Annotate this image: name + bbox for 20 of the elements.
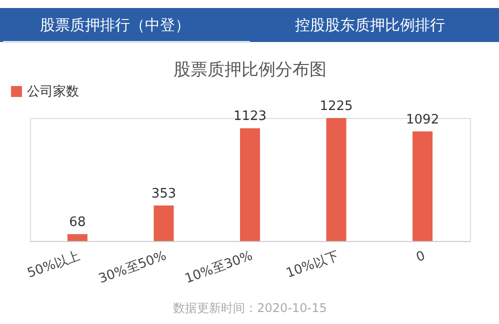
- chart-title: 股票质押比例分布图: [174, 60, 326, 80]
- text: 控股股东质押比例排行: [295, 16, 445, 34]
- x-tick-label: 50%以上: [26, 248, 82, 282]
- data-label: 1123: [233, 109, 267, 124]
- data-label: 1092: [406, 112, 440, 128]
- x-tick-label: 10%至30%: [183, 248, 255, 287]
- text: 股票质押排行（中登）: [40, 16, 190, 34]
- bar: [67, 234, 88, 241]
- bar: [154, 206, 174, 241]
- bar: [412, 131, 433, 241]
- x-tick-label: 10%以下: [284, 248, 342, 282]
- bar: [240, 128, 260, 241]
- data-label: 353: [151, 186, 176, 202]
- text: 数据更新时间：2020-10-15: [173, 301, 327, 315]
- bar: [326, 118, 346, 241]
- data-label: 1225: [320, 99, 353, 114]
- x-tick-label: 30%至50%: [96, 248, 169, 287]
- data-label: 68: [69, 215, 86, 230]
- legend-label: 公司家数: [27, 84, 79, 100]
- x-tick-label: 0: [414, 248, 428, 266]
